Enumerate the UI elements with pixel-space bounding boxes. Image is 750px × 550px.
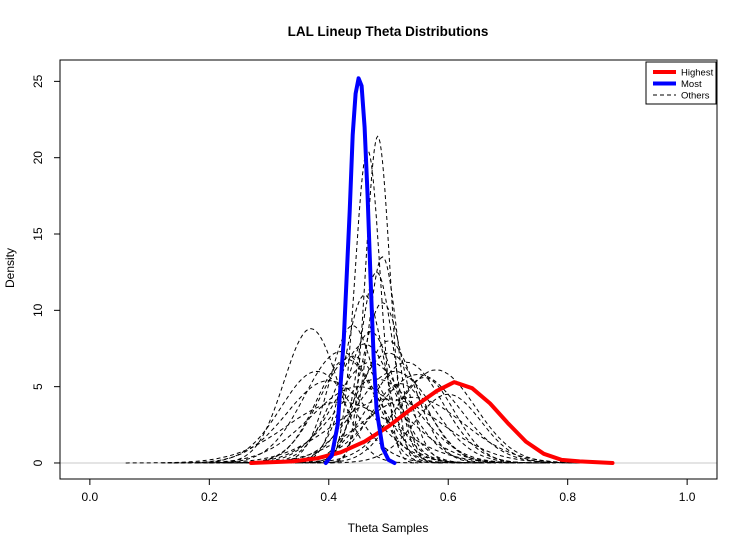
others-curve-26 <box>209 396 616 464</box>
y-tick-label: 10 <box>31 303 45 317</box>
legend-label-others: Others <box>681 91 710 102</box>
y-tick-label: 25 <box>31 74 45 88</box>
others-curve-17 <box>173 370 461 464</box>
x-tick-label: 1.0 <box>679 490 696 504</box>
others-curve-24 <box>173 398 604 464</box>
others-curve-10 <box>298 302 467 464</box>
x-tick-label: 0.0 <box>82 490 99 504</box>
others-curve-8 <box>317 149 418 464</box>
others-curve-23 <box>316 393 580 464</box>
x-tick-label: 0.6 <box>440 490 457 504</box>
curves-layer <box>60 76 717 465</box>
y-axis: 0 5 10 15 20 25 <box>31 74 61 466</box>
y-tick-label: 0 <box>31 459 45 466</box>
others-curve-19 <box>281 383 520 464</box>
series-highest-line <box>249 380 615 465</box>
series-most-line <box>323 76 397 465</box>
others-curve-9 <box>329 135 426 464</box>
others-curve-15 <box>281 369 592 464</box>
others-curve-5 <box>227 361 514 464</box>
others-curve-25 <box>125 401 556 464</box>
others-curve-2 <box>197 350 485 464</box>
legend-label-highest: Highest <box>681 68 714 79</box>
y-tick-label: 5 <box>31 383 45 390</box>
x-axis: 0.0 0.2 0.4 0.6 0.8 1.0 <box>82 478 696 504</box>
y-axis-label: Density <box>3 248 17 288</box>
legend-label-most: Most <box>681 79 702 90</box>
x-axis-label: Theta Samples <box>348 521 429 535</box>
x-tick-label: 0.2 <box>201 490 218 504</box>
others-curve-7 <box>322 256 443 464</box>
others-curve-3 <box>221 355 485 464</box>
x-tick-label: 0.8 <box>559 490 576 504</box>
y-tick-label: 15 <box>31 227 45 241</box>
others-curve-21 <box>261 325 444 464</box>
y-tick-label: 20 <box>31 151 45 165</box>
others-curve-20 <box>275 331 467 464</box>
others-curve-18 <box>167 386 550 464</box>
x-tick-label: 0.4 <box>320 490 337 504</box>
chart-title: LAL Lineup Theta Distributions <box>288 24 489 39</box>
